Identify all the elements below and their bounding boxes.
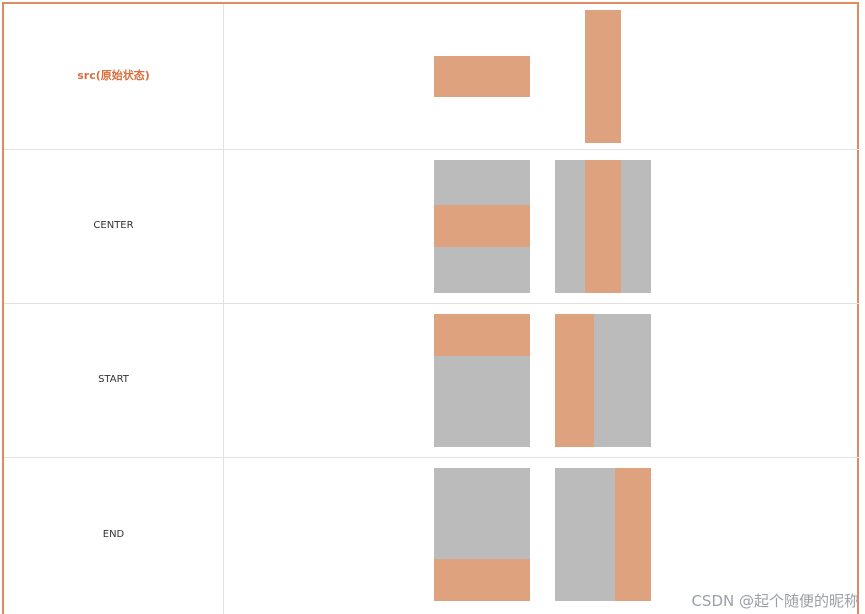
row-label-center: CENTER (93, 220, 134, 231)
row-divider (4, 303, 859, 304)
center-landscape-image (434, 205, 530, 247)
src-landscape-image (434, 56, 530, 97)
watermark: CSDN @起个随便的昵称 (691, 592, 859, 610)
row-divider (4, 149, 859, 150)
row-label-src: src(原始状态) (77, 69, 150, 82)
center-portrait-image (585, 160, 621, 293)
end-portrait-image (615, 468, 651, 601)
row-divider (4, 457, 859, 458)
start-portrait-image (555, 314, 594, 447)
row-label-start: START (98, 374, 129, 385)
column-divider (223, 4, 224, 614)
end-landscape-image (434, 559, 530, 601)
row-label-end: END (102, 529, 125, 540)
src-portrait-image (585, 10, 621, 143)
start-landscape-image (434, 314, 530, 356)
